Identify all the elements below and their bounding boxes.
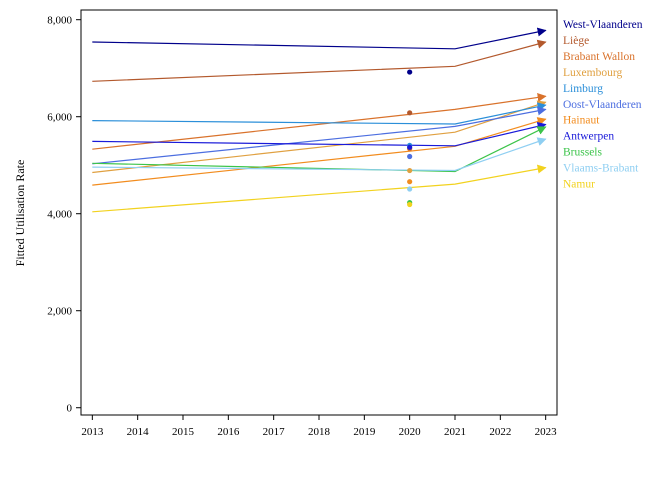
data-point-2020	[407, 179, 413, 185]
x-tick-label: 2019	[353, 426, 376, 438]
data-point-2020	[407, 201, 413, 208]
series-line	[92, 93, 547, 150]
y-tick-label: 8,000	[47, 15, 72, 27]
legend-entry: Brabant Wallon	[563, 51, 635, 63]
legend-entry: Namur	[563, 179, 595, 191]
x-tick-label: 2013	[81, 426, 104, 438]
series-line	[92, 126, 547, 173]
data-point-2020	[407, 186, 413, 192]
data-point-2020	[407, 144, 413, 150]
series-line	[92, 106, 547, 165]
y-tick-label: 2,000	[47, 306, 72, 318]
series-group	[92, 27, 547, 213]
legend-entry: Vlaams-Brabant	[563, 163, 639, 175]
data-point-2020	[407, 69, 413, 75]
x-tick-label: 2018	[308, 426, 331, 438]
points-2020-group	[407, 69, 413, 208]
x-tick-label: 2023	[535, 426, 558, 438]
y-tick-label: 0	[67, 403, 73, 415]
legend-entry: Antwerpen	[563, 131, 614, 143]
x-tick-label: 2016	[217, 426, 240, 438]
x-tick-label: 2020	[399, 426, 422, 438]
legend-entry: Liège	[563, 35, 589, 47]
legend-entry: West-Vlaanderen	[563, 19, 643, 31]
series-line	[92, 121, 547, 147]
x-axis: 2013 2014 2015 2016 2017 2018 2019 2020 2021 2022…	[81, 415, 557, 438]
series-line	[92, 39, 547, 82]
y-tick-label: 4,000	[47, 209, 72, 221]
x-tick-label: 2021	[444, 426, 466, 438]
legend: West-Vlaanderen Liège Brabant Wallon Luxemb…	[563, 19, 643, 191]
data-point-2020	[407, 110, 413, 116]
series-line	[92, 100, 547, 174]
y-axis: 0 2,000 4,000 6,000 8,000	[47, 15, 81, 415]
y-tick-label: 6,000	[47, 112, 72, 124]
legend-entry: Brussels	[563, 147, 603, 159]
series-line	[92, 27, 547, 50]
series-line	[92, 137, 547, 172]
legend-entry: Oost-Vlaanderen	[563, 99, 642, 111]
data-point-2020	[407, 153, 413, 160]
legend-entry: Limburg	[563, 83, 603, 95]
x-tick-label: 2022	[489, 426, 511, 438]
y-axis-title: Fitted Utilisation Rate	[13, 160, 27, 267]
series-line	[92, 164, 547, 213]
x-tick-label: 2014	[127, 426, 150, 438]
plot-frame	[80, 9, 558, 416]
legend-entry: Luxembourg	[563, 67, 622, 79]
data-point-2020	[407, 167, 413, 174]
x-tick-label: 2017	[263, 426, 286, 438]
series-line	[92, 117, 547, 186]
x-tick-label: 2015	[172, 426, 195, 438]
legend-entry: Hainaut	[563, 115, 600, 127]
series-line	[92, 102, 547, 125]
